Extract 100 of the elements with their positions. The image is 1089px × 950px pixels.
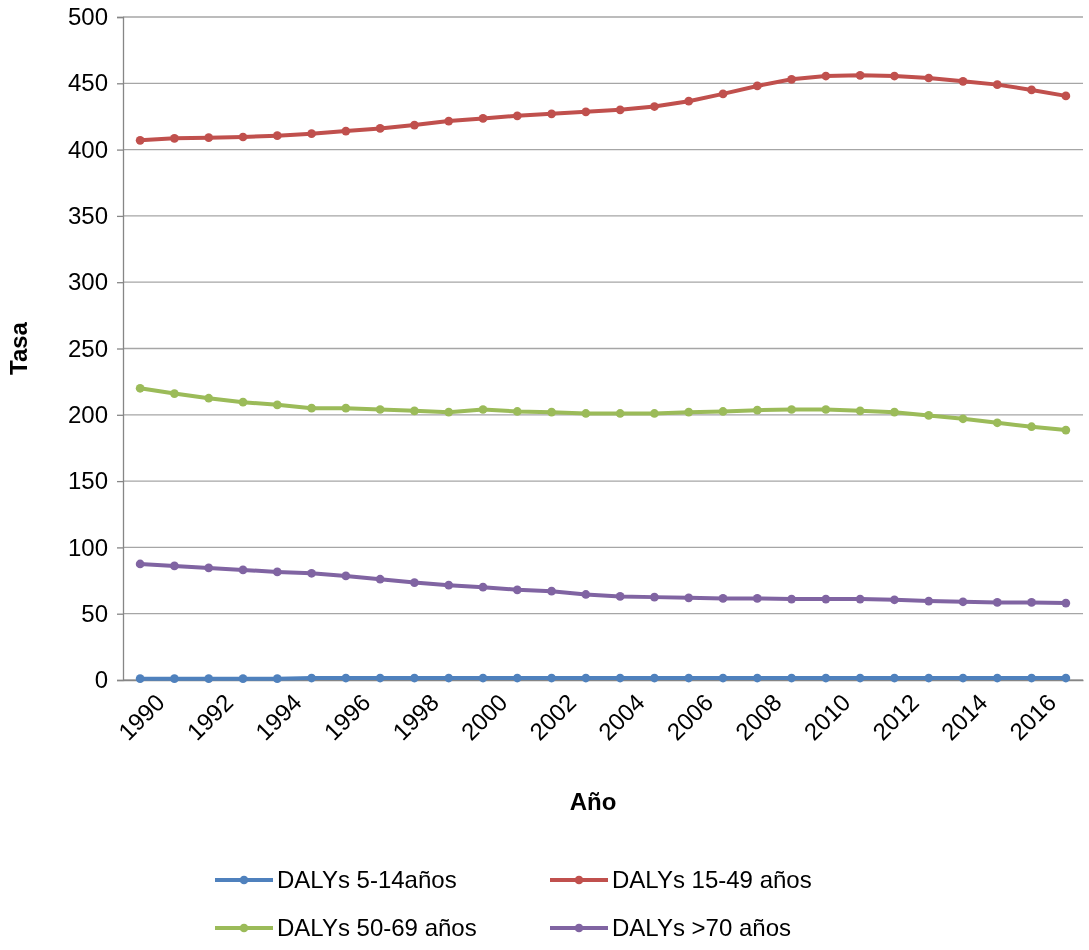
point	[958, 76, 968, 86]
point	[170, 133, 179, 143]
point	[307, 129, 316, 139]
point	[512, 407, 522, 416]
point	[238, 132, 248, 142]
point	[512, 585, 522, 595]
point	[1027, 85, 1036, 95]
y-tick-label: 350	[67, 202, 108, 230]
point	[890, 71, 899, 81]
point	[752, 405, 762, 415]
point	[684, 593, 694, 603]
point	[650, 673, 659, 683]
point	[444, 580, 454, 590]
point	[307, 568, 316, 578]
point	[684, 407, 694, 417]
point	[444, 673, 454, 683]
point	[204, 563, 214, 573]
point	[272, 400, 282, 410]
point	[272, 567, 282, 577]
point	[307, 403, 316, 413]
point	[341, 403, 351, 413]
point	[924, 411, 934, 420]
point	[855, 673, 865, 683]
point	[375, 673, 385, 683]
y-tick-label: 450	[67, 69, 108, 97]
point	[787, 594, 796, 604]
point	[615, 105, 625, 115]
point	[135, 383, 145, 393]
point	[718, 673, 728, 683]
point	[924, 73, 934, 83]
point	[410, 120, 419, 130]
point	[787, 74, 796, 84]
point	[512, 673, 522, 683]
point	[135, 135, 145, 145]
point	[684, 96, 694, 106]
point	[204, 133, 214, 143]
point	[855, 70, 865, 80]
point	[478, 582, 488, 592]
point	[890, 595, 899, 605]
point	[478, 405, 488, 414]
point	[341, 126, 351, 136]
point	[718, 407, 728, 416]
point	[821, 594, 831, 604]
y-axis-title: Tasa	[5, 321, 32, 375]
point	[992, 80, 1002, 89]
point	[547, 109, 556, 119]
point	[512, 111, 522, 121]
point	[650, 592, 659, 602]
point	[958, 597, 968, 607]
point	[547, 673, 556, 683]
point	[238, 674, 248, 684]
point	[478, 114, 488, 123]
point	[992, 673, 1002, 683]
point	[581, 409, 591, 418]
point	[615, 673, 625, 683]
point	[650, 102, 659, 111]
legend-label: DALYs >70 años	[612, 914, 792, 942]
point	[170, 561, 179, 571]
point	[1027, 598, 1036, 607]
point	[650, 409, 659, 418]
point	[410, 673, 419, 683]
point	[890, 407, 899, 417]
point	[958, 414, 968, 424]
point	[341, 571, 351, 581]
legend-label: DALYs 5-14años	[277, 866, 457, 894]
point	[787, 405, 796, 414]
point	[752, 594, 762, 603]
point	[1061, 425, 1071, 435]
y-tick-label: 500	[67, 3, 108, 31]
point	[444, 407, 454, 417]
point	[170, 389, 179, 398]
point	[1027, 673, 1036, 683]
point	[1061, 598, 1071, 608]
point	[924, 673, 934, 683]
point	[272, 674, 282, 684]
point	[410, 578, 419, 587]
y-tick-label: 200	[67, 400, 108, 428]
y-tick-label: 300	[67, 268, 108, 296]
point	[821, 673, 831, 683]
legend-label: DALYs 50-69 años	[277, 914, 477, 942]
point	[718, 594, 728, 603]
y-tick-label: 100	[67, 533, 108, 561]
x-axis-title: Año	[569, 788, 617, 815]
point	[1061, 673, 1071, 683]
point	[718, 89, 728, 99]
point	[581, 673, 591, 683]
legend-label: DALYs 15-49 años	[612, 866, 812, 894]
point	[924, 596, 934, 606]
point	[821, 71, 831, 81]
point	[581, 107, 591, 117]
point	[410, 406, 419, 416]
point	[238, 565, 248, 575]
point	[478, 673, 488, 683]
point	[135, 559, 145, 569]
point	[341, 673, 351, 683]
point	[135, 674, 145, 684]
point	[992, 418, 1002, 428]
point	[1027, 422, 1036, 432]
y-tick-label: 250	[67, 334, 108, 362]
point	[958, 673, 968, 683]
